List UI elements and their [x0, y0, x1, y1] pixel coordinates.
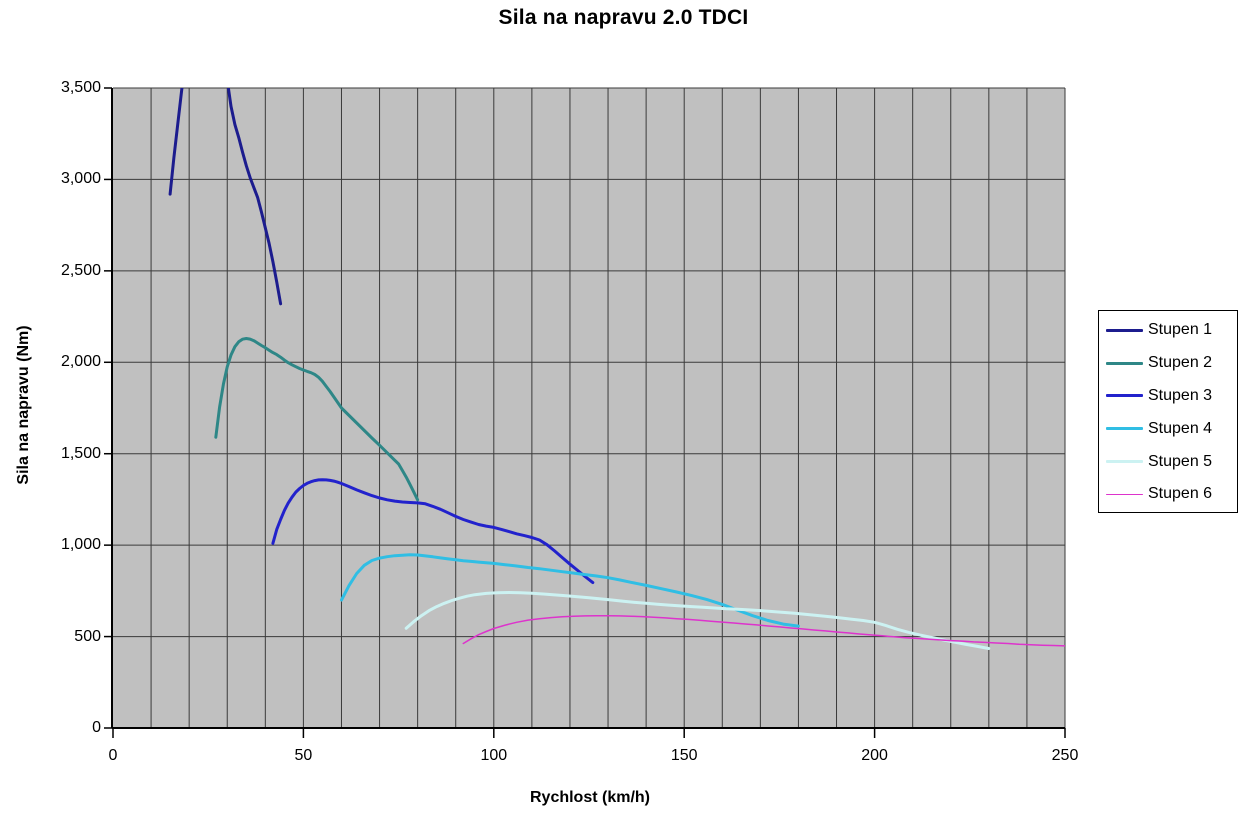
- legend-label: Stupen 3: [1148, 386, 1213, 404]
- legend-label: Stupen 5: [1148, 452, 1213, 470]
- series-lines: [168, 88, 1065, 650]
- legend-line-swatch: [1106, 460, 1143, 464]
- legend-label: Stupen 1: [1148, 321, 1213, 339]
- legend-line-swatch: [1106, 493, 1143, 496]
- y-tick-label: 500: [74, 627, 101, 645]
- legend-item-stupen-1: Stupen 1: [1099, 314, 1237, 347]
- legend-item-stupen-5: Stupen 5: [1099, 445, 1237, 478]
- y-tick-label: 2,000: [60, 353, 101, 371]
- legend: Stupen 1 Stupen 2 Stupen 3 Stupen 4 Stupen 5…: [1098, 310, 1238, 513]
- legend-item-stupen-4: Stupen 4: [1099, 412, 1237, 445]
- series-line-stupen-4: [340, 553, 800, 628]
- tick-marks: [104, 87, 1066, 738]
- legend-line-swatch: [1106, 328, 1143, 332]
- x-tick-label: 250: [1051, 747, 1079, 764]
- legend-label: Stupen 6: [1148, 485, 1213, 503]
- x-tick-label: 0: [108, 747, 118, 764]
- y-tick-label: 3,000: [60, 170, 101, 188]
- series-line-stupen-6: [462, 614, 1065, 647]
- x-tick-label: 50: [294, 747, 313, 764]
- legend-label: Stupen 4: [1148, 419, 1213, 437]
- series-line-stupen-1: [168, 88, 283, 306]
- x-axis-title: Rychlost (km/h): [529, 789, 650, 806]
- x-tick-label: 100: [480, 747, 508, 764]
- x-tick-label: 200: [861, 747, 888, 764]
- legend-item-stupen-3: Stupen 3: [1099, 380, 1237, 413]
- chart-title: Sila na napravu 2.0 TDCI: [498, 6, 749, 29]
- y-tick-label: 1,000: [60, 536, 101, 554]
- series-line-stupen-2: [214, 337, 420, 502]
- series-line-stupen-3: [271, 478, 595, 585]
- legend-line-swatch: [1106, 394, 1143, 398]
- y-tick-label: 3,500: [60, 79, 101, 96]
- gridlines: [113, 87, 1066, 728]
- x-tick-label: 150: [670, 747, 698, 764]
- legend-label: Stupen 2: [1148, 354, 1213, 372]
- y-tick-label: 1,500: [60, 444, 101, 462]
- legend-item-stupen-2: Stupen 2: [1099, 347, 1237, 380]
- legend-line-swatch: [1106, 361, 1143, 365]
- series-line-stupen-5: [404, 591, 991, 650]
- y-tick-label: 0: [92, 719, 101, 736]
- plot-background: [113, 88, 1065, 728]
- legend-item-stupen-6: Stupen 6: [1099, 478, 1237, 511]
- y-tick-label: 2,500: [60, 261, 101, 279]
- legend-line-swatch: [1106, 427, 1143, 431]
- axes: [111, 88, 1065, 729]
